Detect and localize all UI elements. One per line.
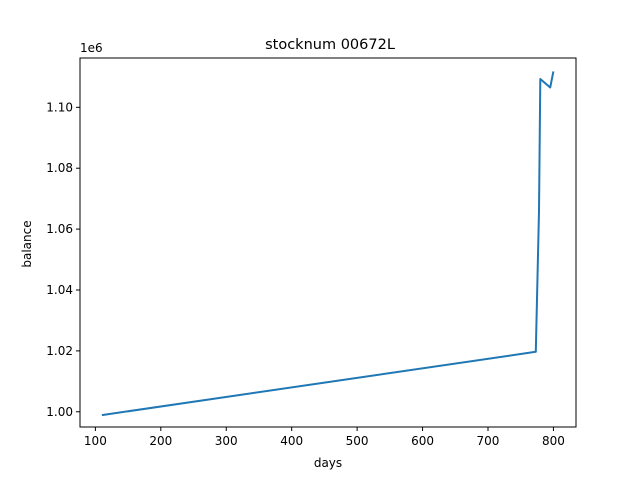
plot-area (101, 71, 555, 417)
x-tick-label: 300 (215, 434, 238, 448)
y-tick-label: 1.06 (46, 222, 73, 236)
chart-title: stocknum 00672L (265, 37, 395, 53)
y-tick-label: 1.04 (46, 283, 73, 297)
y-tick-label: 1.08 (46, 161, 73, 175)
x-axis-label: days (314, 456, 342, 470)
x-tick-label: 600 (411, 434, 434, 448)
x-tick-label: 200 (149, 434, 172, 448)
x-tick-label: 100 (84, 434, 107, 448)
series-line-0 (101, 71, 555, 417)
x-tick-label: 700 (477, 434, 500, 448)
x-tick-label: 400 (280, 434, 303, 448)
y-tick-label: 1.00 (46, 405, 73, 419)
y-axis-label: balance (20, 220, 34, 267)
x-tick-label: 500 (346, 434, 369, 448)
x-tick-label: 800 (542, 434, 565, 448)
y-axis-ticks: 1.00 1.02 1.04 1.06 1.08 1.10 (46, 100, 80, 419)
y-tick-label: 1.02 (46, 344, 73, 358)
x-axis-ticks: 100 200 300 400 500 600 700 800 (84, 427, 565, 448)
y-offset-label: 1e6 (80, 41, 103, 55)
axes-frame (79, 57, 577, 428)
y-tick-label: 1.10 (46, 100, 73, 114)
